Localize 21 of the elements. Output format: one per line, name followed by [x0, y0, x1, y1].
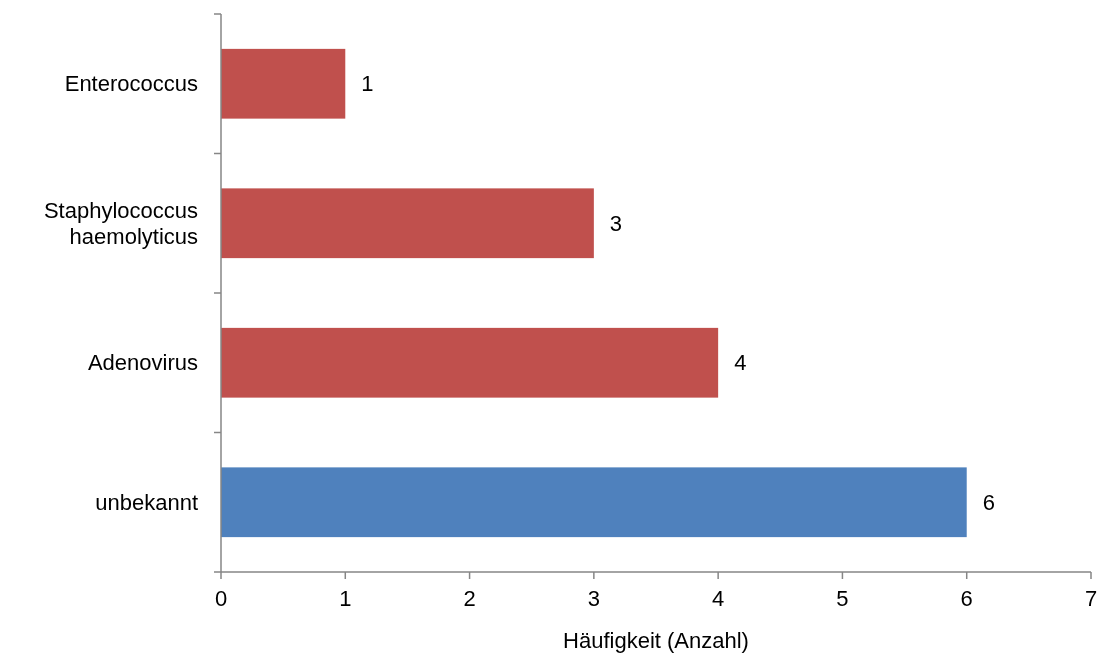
x-tick-label: 4 — [712, 586, 725, 611]
y-tick-label: Enterococcus — [64, 71, 198, 97]
x-tick-label: 7 — [1084, 586, 1098, 611]
data-label: 6 — [982, 489, 995, 515]
bar — [221, 467, 967, 538]
x-axis-title: Häufigkeit (Anzahl) — [563, 628, 749, 653]
x-tick-label: 5 — [836, 586, 849, 611]
x-tick-label: 6 — [960, 586, 973, 611]
x-tick-label: 3 — [587, 586, 600, 611]
y-tick-label: Adenovirus — [87, 350, 198, 376]
data-label: 1 — [361, 71, 374, 97]
y-tick-label: unbekannt — [95, 489, 198, 515]
data-label: 3 — [609, 210, 623, 236]
x-tick-label: 0 — [214, 586, 228, 611]
y-tick-label: Staphylococcus haemolyticus — [43, 197, 198, 249]
bar — [221, 188, 594, 259]
bar — [221, 327, 719, 398]
x-tick-label: 2 — [463, 586, 476, 611]
bar — [221, 48, 346, 119]
x-tick-label: 1 — [339, 586, 352, 611]
data-label: 4 — [734, 350, 747, 376]
